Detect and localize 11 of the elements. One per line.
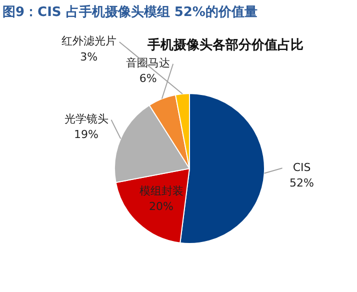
data-label: 6% (139, 72, 157, 86)
data-label: 19% (74, 128, 98, 142)
data-label: 20% (149, 200, 174, 213)
slice-label: 红外滤光片 (61, 34, 116, 48)
data-label: 52% (290, 176, 314, 190)
data-label: 3% (80, 50, 98, 64)
chart-subtitle: 手机摄像头各部分价值占比 (146, 37, 304, 53)
chart-title: 图9：CIS 占手机摄像头模组 52%的价值量 (2, 4, 258, 20)
slice-label: 模组封装 (139, 184, 184, 198)
slice-label: 光学镜头 (64, 112, 108, 126)
slice-label: CIS (292, 160, 311, 174)
